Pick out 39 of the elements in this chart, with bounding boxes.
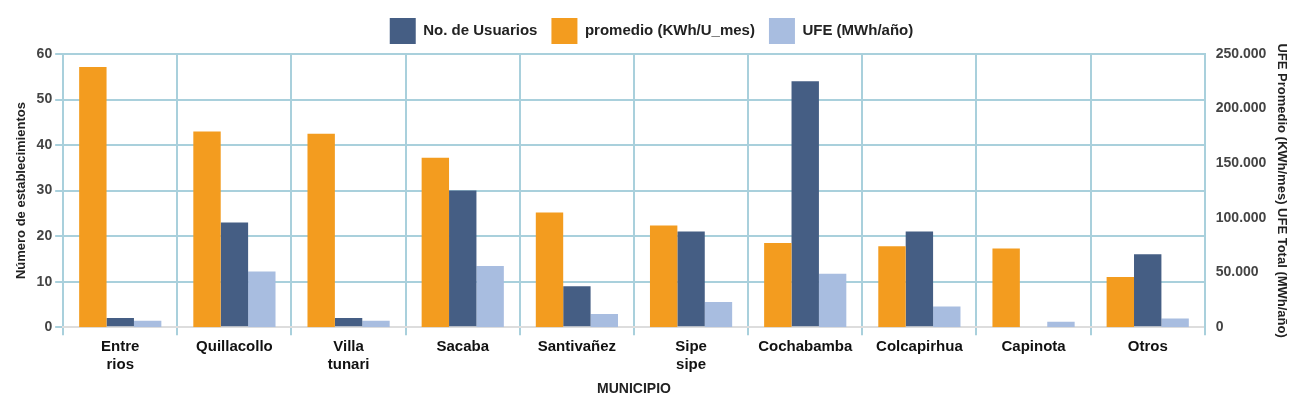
bar xyxy=(535,212,564,328)
y2-tick-label: 150.000 xyxy=(1215,154,1267,171)
x-tick-label: Sipe sipe xyxy=(675,337,707,373)
y2-tick-label: 50.000 xyxy=(1215,263,1259,280)
y-tick-label: 10 xyxy=(36,272,53,289)
x-tick-label: Otros xyxy=(1127,337,1168,355)
legend-label: UFE (MWh/año) xyxy=(802,21,914,39)
y2-tick-label: 200.000 xyxy=(1215,99,1267,116)
x-tick-label: Entre rios xyxy=(101,337,140,373)
bar xyxy=(992,248,1020,328)
y2-tick-label: 250.000 xyxy=(1215,44,1267,61)
bar xyxy=(1161,318,1189,328)
x-tick-label: Villa tunari xyxy=(327,337,370,373)
y-tick-label: 30 xyxy=(36,181,53,198)
x-tick-label: Sacaba xyxy=(436,337,490,355)
bar xyxy=(79,67,107,328)
y-axis-title: Número de establecimientos xyxy=(13,102,29,280)
legend-label: No. de Usuarios xyxy=(423,21,538,39)
y-tick-label: 0 xyxy=(44,318,53,335)
bar xyxy=(307,133,335,328)
y2-tick-label: 0 xyxy=(1215,318,1224,335)
legend-label: promedio (KWh/U_mes) xyxy=(584,21,755,39)
x-tick-label: Capinota xyxy=(1001,337,1067,355)
x-tick-label: Colcapirhua xyxy=(876,337,964,355)
x-tick-label: Cochabamba xyxy=(758,337,853,355)
y-tick-label: 40 xyxy=(36,135,53,152)
bar xyxy=(704,302,733,328)
y-tick-label: 50 xyxy=(36,90,53,107)
y-tick-label: 20 xyxy=(36,226,53,243)
x-axis-title: MUNICIPIO xyxy=(597,380,672,397)
y2-axis-title: UFE Promedio (KWh/mes) UFE Total (MWh/año) xyxy=(1274,43,1290,338)
y-tick-label: 60 xyxy=(36,44,53,61)
x-tick-label: Santivañez xyxy=(537,337,617,355)
x-tick-label: Quillacollo xyxy=(196,337,273,355)
bar xyxy=(818,273,847,328)
bar xyxy=(791,81,819,327)
bar xyxy=(933,306,961,328)
bar xyxy=(1047,321,1075,328)
y2-tick-label: 100.000 xyxy=(1215,208,1267,225)
